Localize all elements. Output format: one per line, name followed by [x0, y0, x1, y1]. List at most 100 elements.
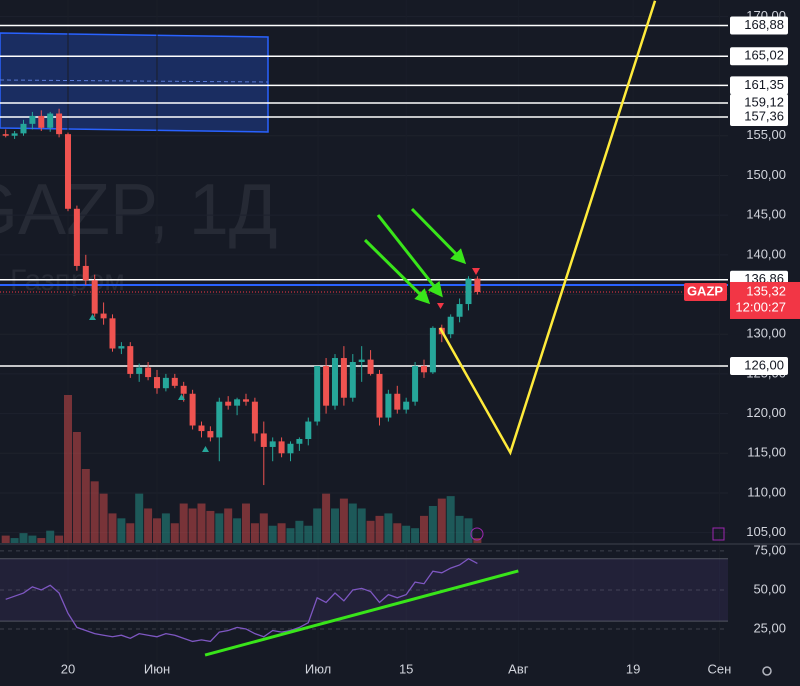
arrow: [363, 238, 431, 305]
candle-body: [56, 113, 63, 135]
settings-icon[interactable]: [762, 666, 772, 676]
level-label: 168,88: [744, 17, 784, 32]
volume-bar: [259, 513, 268, 543]
candle-body: [153, 377, 160, 389]
volume-bar: [384, 513, 393, 543]
candle-body: [82, 265, 89, 281]
grid-layer: [0, 0, 728, 680]
candle-body: [358, 359, 365, 362]
volume-bar: [81, 469, 90, 543]
level-label-box: [730, 94, 788, 113]
ticker-box: [684, 282, 727, 301]
level-label-box: [730, 108, 788, 127]
volume-bar: [357, 508, 366, 543]
volume-bar: [55, 535, 64, 543]
x-tick-label: 20: [61, 661, 75, 676]
x-tick-label: Июл: [305, 661, 331, 676]
rsi-trendline: [204, 569, 519, 657]
volume-bar: [437, 498, 446, 543]
levels-layer: [0, 24, 728, 367]
candle-body: [260, 433, 267, 447]
volume-bar: [330, 508, 339, 543]
volume-bar: [295, 520, 304, 543]
volume-bar: [188, 508, 197, 543]
candle-body: [420, 365, 427, 373]
arrow: [410, 207, 467, 265]
candle-body: [456, 304, 463, 317]
volume-bar: [366, 520, 375, 543]
arrow: [376, 214, 443, 298]
volume-bar: [268, 525, 277, 543]
drawings-layer: [89, 0, 725, 541]
rsi-tick-label: 25,00: [753, 620, 786, 635]
volume-bar: [108, 513, 117, 543]
candle-body: [394, 393, 401, 410]
candle-body: [296, 439, 303, 444]
signal-down: [437, 268, 480, 309]
volume-bar: [72, 432, 81, 543]
candle-body: [64, 134, 71, 209]
rsi-band: [0, 558, 728, 622]
candle-body: [323, 365, 330, 406]
candle-body: [412, 365, 419, 402]
volume-bar: [277, 523, 286, 543]
rsi-pane: [0, 550, 728, 657]
level-label: 161,35: [744, 77, 784, 92]
x-tick-label: 19: [626, 661, 640, 676]
volume-bar: [117, 518, 126, 543]
volume-layer: [1, 395, 482, 543]
candle-body: [145, 367, 152, 378]
volume-bar: [304, 525, 313, 543]
projection-line: [438, 0, 657, 456]
y-tick-label: 145,00: [746, 207, 786, 222]
candle-body: [251, 401, 258, 434]
candle-body: [234, 399, 241, 406]
y-tick-label: 120,00: [746, 405, 786, 420]
candle-body: [225, 401, 232, 406]
candle-body: [403, 401, 410, 410]
candle-body: [91, 280, 98, 314]
candle-body: [73, 208, 80, 266]
volume-bar: [161, 513, 170, 543]
volume-bar: [446, 496, 455, 543]
event-icon: [470, 527, 484, 541]
candle-body: [20, 123, 27, 134]
price-box: [730, 281, 800, 319]
candle-body: [216, 401, 223, 438]
candle-body: [287, 443, 294, 454]
rsi-tick-label: 75,00: [753, 542, 786, 557]
volume-bar: [126, 523, 135, 543]
y-tick-label: 155,00: [746, 127, 786, 142]
candle-body: [189, 393, 196, 426]
volume-bar: [215, 513, 224, 543]
level-label: 165,02: [744, 48, 784, 63]
candle-body: [331, 358, 338, 406]
x-tick-label: Авг: [508, 661, 529, 676]
candle-body: [47, 113, 54, 128]
y-tick-label: 130,00: [746, 326, 786, 341]
volume-bar: [233, 518, 242, 543]
candle-body: [2, 134, 9, 136]
candle-body: [367, 359, 374, 374]
candle-body: [207, 431, 214, 438]
volume-bar: [393, 523, 402, 543]
candle-body: [118, 346, 125, 349]
volume-bar: [206, 510, 215, 543]
candle-body: [465, 278, 472, 305]
volume-bar: [250, 523, 259, 543]
y-tick-label: 150,00: [746, 167, 786, 182]
watermark: GAZP, 1Д: [0, 170, 278, 250]
candle-body: [376, 373, 383, 418]
candle-body: [474, 278, 481, 292]
back-layer: GAZP, 1Д Газпром: [0, 32, 278, 297]
candle-body: [340, 358, 347, 398]
rsi-tick-label: 50,00: [753, 581, 786, 596]
candle-body: [314, 365, 321, 422]
candle-body: [198, 425, 205, 432]
candle-body: [447, 316, 454, 335]
volume-bar: [63, 395, 72, 543]
candle-body: [278, 441, 285, 454]
